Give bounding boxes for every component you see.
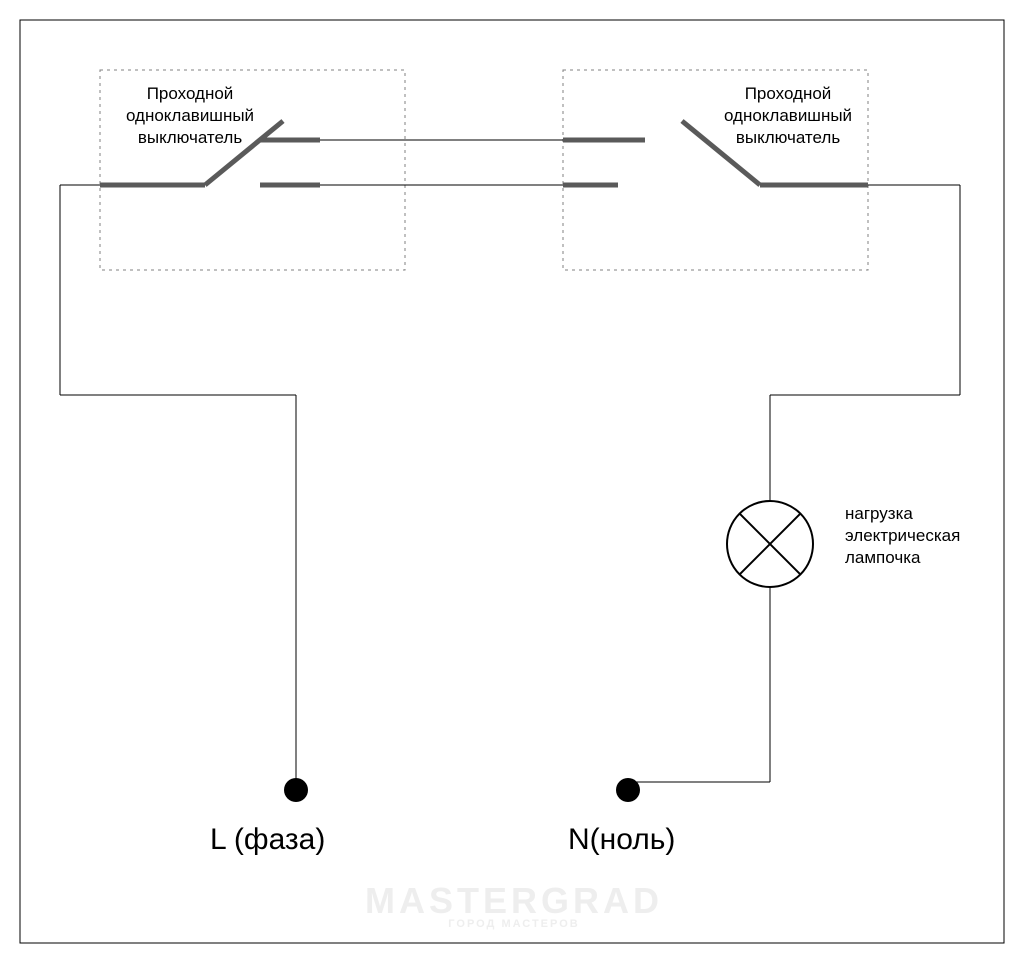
load-label-line3: лампочка bbox=[845, 547, 995, 569]
switch-right-label-line1: Проходной bbox=[713, 83, 863, 105]
load-label-line1: нагрузка bbox=[845, 503, 995, 525]
switch-left-label-line1: Проходной bbox=[115, 83, 265, 105]
watermark-main: MASTERGRAD bbox=[365, 880, 663, 922]
load-label-line2: электрическая bbox=[845, 525, 995, 547]
outer-border bbox=[20, 20, 1004, 943]
switch-right-label-line2: одноклавишный bbox=[713, 105, 863, 127]
load-label: нагрузка электрическая лампочка bbox=[845, 503, 995, 569]
electrical-diagram: Проходной одноклавишный выключатель Прох… bbox=[0, 0, 1024, 963]
terminal-n-dot bbox=[616, 778, 640, 802]
switch-left-label-line3: выключатель bbox=[115, 127, 265, 149]
switch-left-label-line2: одноклавишный bbox=[115, 105, 265, 127]
watermark: MASTERGRAD ГОРОД МАСТЕРОВ bbox=[365, 880, 663, 930]
switch-left-label: Проходной одноклавишный выключатель bbox=[115, 83, 265, 149]
terminal-l-dot bbox=[284, 778, 308, 802]
switch-right-label-line3: выключатель bbox=[713, 127, 863, 149]
terminal-l-label: L (фаза) bbox=[210, 820, 325, 859]
switch-right-label: Проходной одноклавишный выключатель bbox=[713, 83, 863, 149]
terminal-n-label: N(ноль) bbox=[568, 820, 675, 859]
